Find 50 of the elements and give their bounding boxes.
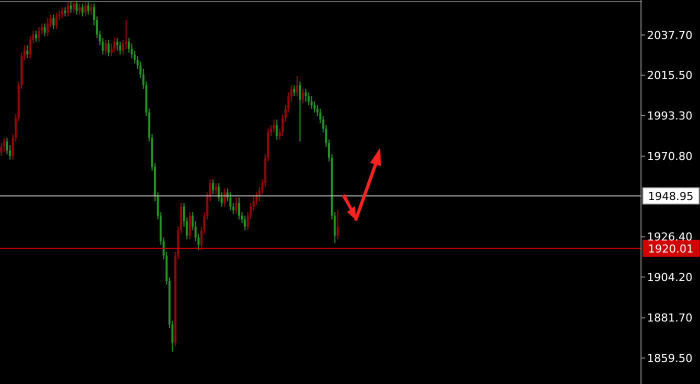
y-tick-label: 1859.50: [647, 352, 692, 365]
candlestick: [302, 88, 304, 104]
candlestick: [87, 1, 90, 16]
y-tick-label: 2015.50: [647, 69, 692, 82]
candlestick: [188, 212, 191, 240]
candlestick: [3, 137, 6, 153]
candlestick: [35, 30, 38, 42]
candlestick: [308, 92, 310, 106]
y-tick-label: 1970.80: [647, 150, 692, 164]
candlestick: [296, 76, 298, 97]
candlestick: [119, 41, 122, 55]
ref-line-label: 1920.01: [648, 242, 694, 256]
candlestick: [108, 39, 110, 57]
candlestick: [61, 6, 64, 19]
candlestick: [52, 14, 54, 30]
candlestick: [66, 1, 69, 17]
y-tick-label: 1904.20: [647, 270, 692, 284]
candlestick: [113, 38, 116, 54]
candlestick: [70, 1, 72, 14]
y-tick-label: 1993.30: [647, 109, 692, 122]
ref-line-label: 1948.95: [648, 190, 694, 203]
candlestick: [104, 39, 107, 55]
candlestick: [81, 3, 84, 17]
candlestick: [238, 197, 240, 220]
candlestick: [298, 81, 301, 142]
candlestick: [244, 215, 246, 231]
candlestick: [84, 1, 86, 17]
candlestick: [304, 88, 307, 102]
y-tick-label: 2037.70: [647, 28, 692, 42]
candlestick: [224, 188, 226, 208]
candlestick: [310, 96, 313, 110]
candlestick: [76, 0, 78, 16]
candlestick: [72, 0, 75, 14]
candlestick: [55, 12, 58, 30]
candlestick: [272, 119, 275, 133]
candlestick: [212, 178, 214, 194]
candlestick: [26, 44, 28, 59]
candlestick: [214, 182, 217, 194]
candlestick: [229, 192, 232, 211]
candlestick: [46, 18, 49, 37]
candlestick: [276, 119, 278, 140]
candlestick: [78, 3, 81, 16]
candlestick: [38, 26, 40, 42]
candlestick: [116, 38, 118, 52]
candlestick: [336, 210, 339, 240]
candlestick: [44, 23, 46, 37]
candlestick: [293, 84, 296, 97]
candlestick: [90, 3, 92, 16]
candlestick: [235, 197, 238, 214]
y-tick-label: 1881.70: [647, 312, 692, 325]
